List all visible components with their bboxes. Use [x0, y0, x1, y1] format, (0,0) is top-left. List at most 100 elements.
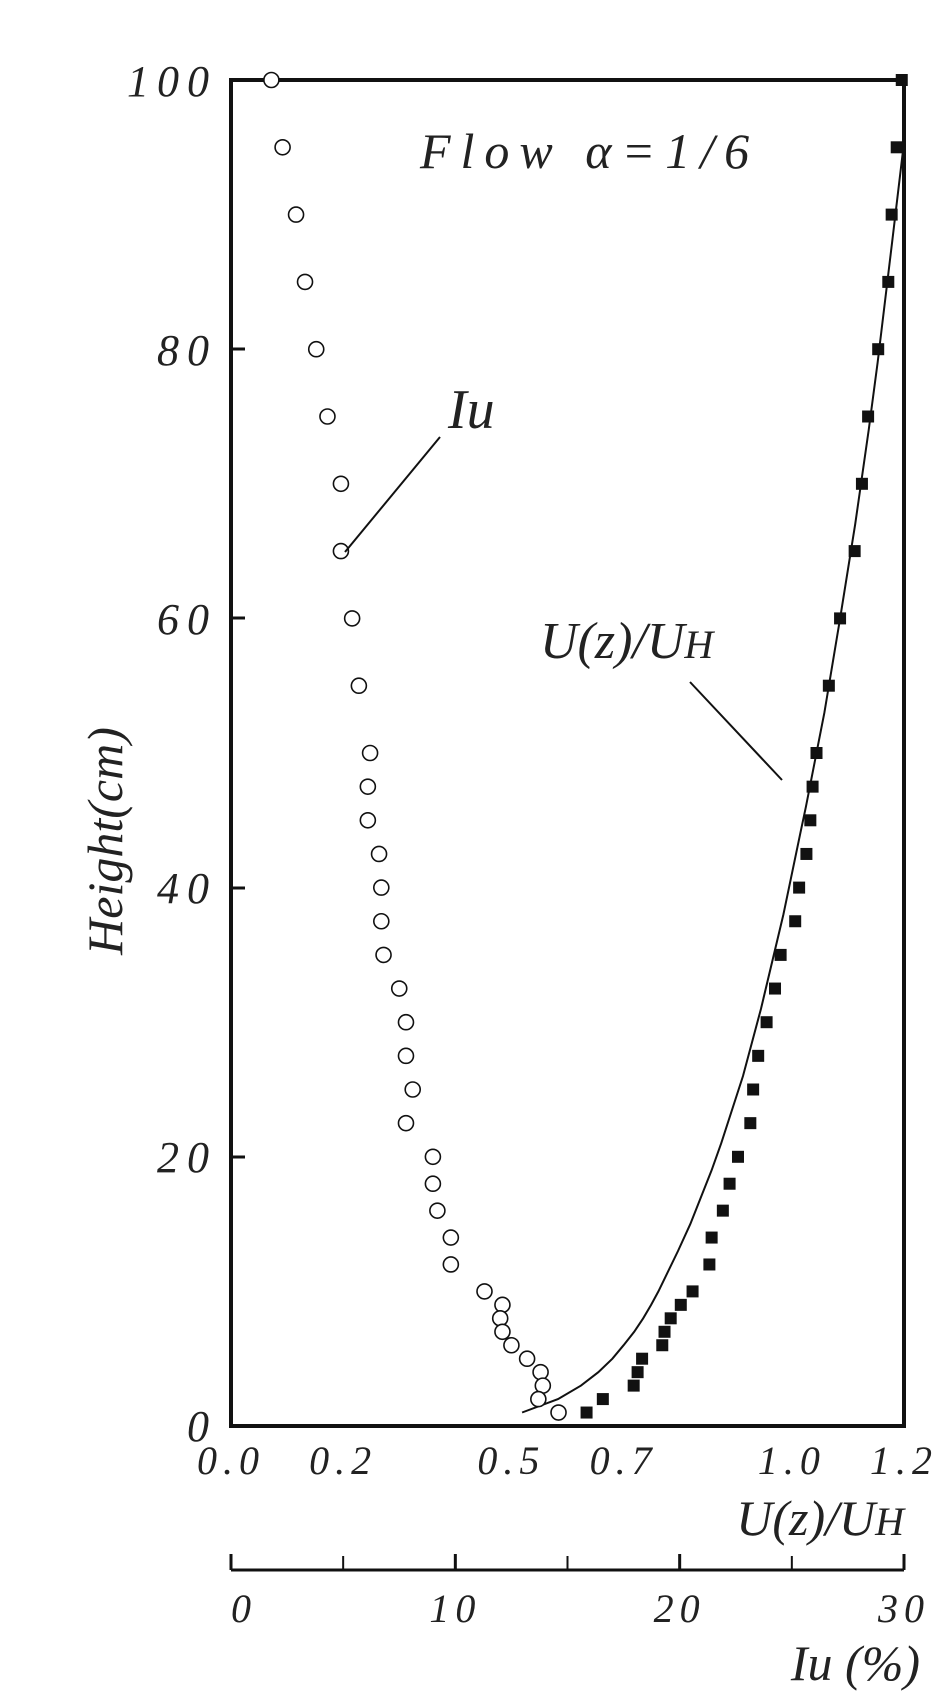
- velocity-point: [810, 747, 823, 759]
- velocity-point: [895, 74, 908, 86]
- velocity-point: [716, 1204, 729, 1217]
- iu-point: [287, 206, 305, 223]
- y-tick-label: 80: [157, 326, 217, 375]
- velocity-point: [674, 1298, 687, 1311]
- velocity-point: [855, 477, 868, 490]
- iu-series: [263, 71, 567, 1421]
- velocity-point: [631, 1366, 644, 1379]
- iu-point: [476, 1283, 493, 1300]
- iu-point: [370, 845, 388, 863]
- velocity-point: [744, 1117, 757, 1130]
- iu-point: [397, 1114, 415, 1132]
- iu-point: [491, 1310, 509, 1327]
- x-axis-label-primary-sub: H: [874, 1499, 906, 1544]
- velocity-series: [580, 74, 908, 1419]
- velocity-point: [789, 915, 802, 928]
- iu-point: [263, 71, 280, 89]
- iu-point: [530, 1390, 547, 1408]
- x-tick-label-primary: 1.2: [870, 1438, 932, 1483]
- velocity-point: [596, 1393, 609, 1406]
- velocity-point: [664, 1312, 677, 1325]
- iu-point: [307, 340, 325, 358]
- y-tick-label: 20: [157, 1133, 217, 1182]
- velocity-point: [793, 881, 806, 894]
- velocity-point: [848, 545, 861, 558]
- velocity-point: [760, 1016, 773, 1029]
- velocity-point: [769, 982, 782, 995]
- velocity-point: [747, 1083, 760, 1096]
- iu-point: [494, 1323, 511, 1341]
- velocity-annotation-leader: [689, 681, 783, 781]
- y-tick-label: 100: [127, 57, 217, 106]
- velocity-annotation-main: U(z)/U: [540, 613, 688, 670]
- velocity-point: [731, 1150, 744, 1163]
- x-axis-label-primary: U(z)/UH: [736, 1490, 906, 1546]
- fit-curve-line: [521, 106, 905, 1414]
- plot-frame: [229, 78, 906, 1428]
- x-axis-label-secondary: Iu (%): [790, 1635, 920, 1691]
- iu-point: [332, 542, 350, 560]
- velocity-point: [656, 1339, 669, 1352]
- iu-point: [424, 1175, 442, 1193]
- iu-point: [442, 1229, 460, 1246]
- iu-annotation: Iu: [447, 379, 495, 441]
- iu-point: [373, 879, 390, 896]
- x-tick-label-primary: 0.5: [477, 1438, 545, 1483]
- iu-point: [274, 139, 291, 156]
- y-tick-label: 40: [157, 864, 217, 913]
- x-tick-label-primary: 0.7: [590, 1438, 658, 1483]
- velocity-point: [658, 1325, 671, 1338]
- velocity-point: [890, 141, 903, 154]
- iu-point: [359, 811, 377, 829]
- y-tick-label: 60: [157, 595, 217, 644]
- chart-title: Flow α=1/6: [419, 123, 759, 179]
- iu-point: [424, 1148, 442, 1166]
- iu-point: [361, 744, 379, 762]
- x-tick-labels-primary: 0.0 0.2 0.5 0.7 1.0 1.2: [197, 1438, 932, 1483]
- y-tick-marks: [231, 78, 245, 1159]
- velocity-point: [686, 1285, 699, 1298]
- iu-point: [397, 1047, 415, 1065]
- iu-point: [359, 778, 377, 795]
- velocity-point: [806, 780, 819, 793]
- x-tick-label-secondary: 10: [429, 1586, 481, 1631]
- velocity-annotation: U(z)/UH: [540, 613, 715, 670]
- iu-point: [319, 408, 336, 425]
- velocity-annotation-sub: H: [683, 622, 715, 667]
- x-tick-label-secondary: 20: [654, 1586, 706, 1631]
- velocity-point: [800, 847, 813, 860]
- velocity-point: [703, 1258, 716, 1271]
- velocity-point: [862, 410, 875, 423]
- iu-point: [550, 1404, 567, 1421]
- iu-point: [373, 912, 390, 930]
- iu-point: [296, 273, 314, 291]
- x-tick-label-secondary: 30: [877, 1586, 930, 1631]
- velocity-point: [774, 948, 787, 961]
- x-ticks-secondary: 0 10 20 30: [229, 1554, 930, 1631]
- iu-point: [494, 1296, 511, 1314]
- iu-point: [404, 1081, 422, 1098]
- y-tick-label: 0: [187, 1402, 217, 1451]
- iu-point: [532, 1363, 549, 1381]
- iu-point: [503, 1336, 520, 1354]
- x-tick-label-secondary: 0: [231, 1586, 257, 1631]
- velocity-point: [822, 679, 835, 692]
- velocity-point: [636, 1352, 649, 1365]
- velocity-point: [885, 208, 898, 221]
- iu-point: [375, 946, 392, 964]
- x-tick-label-primary: 0.2: [309, 1438, 377, 1483]
- velocity-point: [580, 1406, 593, 1419]
- y-tick-labels: 100 80 60 40 20 0: [127, 57, 217, 1451]
- velocity-point: [882, 275, 895, 288]
- x-tick-label-primary: 1.0: [758, 1438, 826, 1483]
- x-tick-label-primary: 0.0: [197, 1438, 265, 1483]
- velocity-point: [804, 814, 817, 827]
- y-axis-label: Height(cm): [77, 727, 133, 956]
- iu-point: [518, 1350, 536, 1367]
- iu-point: [429, 1202, 446, 1219]
- iu-point: [442, 1256, 460, 1273]
- velocity-point: [872, 343, 885, 356]
- velocity-point: [723, 1177, 736, 1190]
- iu-point: [350, 677, 368, 695]
